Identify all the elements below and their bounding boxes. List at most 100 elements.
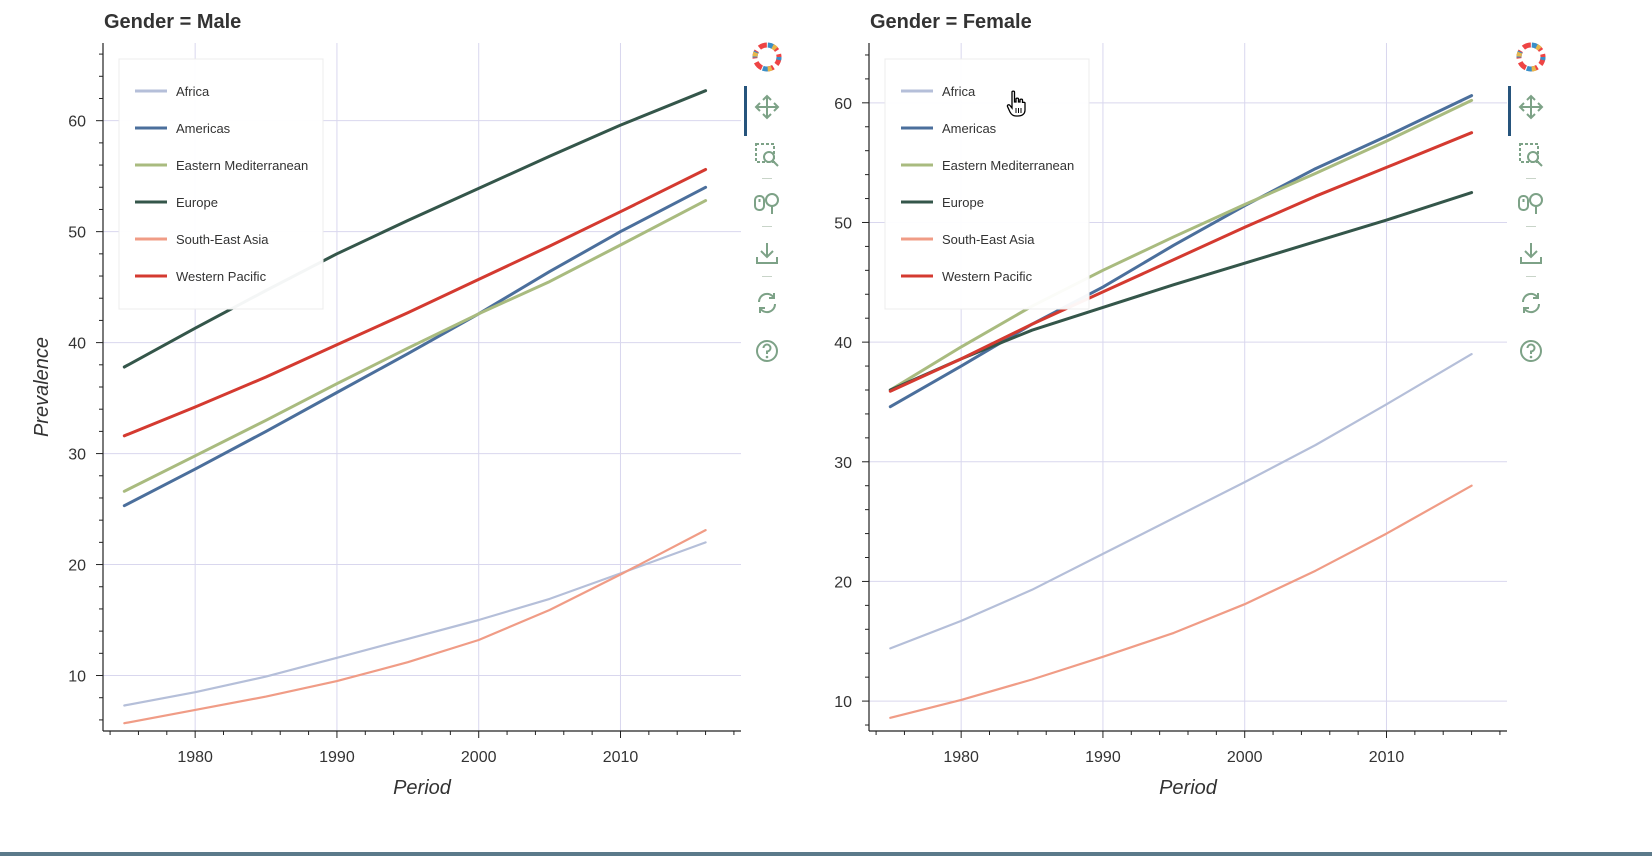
legend-item[interactable]: Africa <box>135 84 210 99</box>
help-tool-button[interactable] <box>1514 334 1548 368</box>
legend-item[interactable]: Eastern Mediterranean <box>901 158 1074 173</box>
chart-toolbar <box>1508 40 1554 420</box>
chart-plot-female[interactable]: 1980199020002010102030405060PeriodPreval… <box>826 0 1652 858</box>
wheel-zoom-tool-button[interactable] <box>1514 186 1548 220</box>
series-line-africa <box>889 353 1473 650</box>
x-tick-label: 2010 <box>1369 749 1405 766</box>
legend-label: Western Pacific <box>942 269 1033 284</box>
y-tick-label: 50 <box>68 225 86 242</box>
legend-label: Europe <box>176 195 218 210</box>
save-icon <box>754 240 780 266</box>
legend-label: Western Pacific <box>176 269 267 284</box>
legend-label: Americas <box>942 121 997 136</box>
x-tick-label: 2010 <box>603 749 639 766</box>
toolbar-separator <box>1526 226 1536 227</box>
series-line-south-east-asia <box>889 484 1473 719</box>
series-line-western-pacific <box>888 131 1474 393</box>
series-line-eastern-mediterranean <box>888 98 1474 392</box>
x-tick-label: 1990 <box>1085 749 1121 766</box>
legend-item[interactable]: South-East Asia <box>901 232 1035 247</box>
y-tick-label: 40 <box>68 336 86 353</box>
grid-lines <box>869 43 1507 731</box>
toolbar-separator <box>1526 178 1536 179</box>
window-bottom-border <box>0 852 1652 856</box>
chart-title: Gender = Male <box>104 11 242 33</box>
legend-label: Americas <box>176 121 231 136</box>
pan-tool-button[interactable] <box>750 90 784 124</box>
toolbar-separator <box>762 276 772 277</box>
legend-box <box>118 58 324 310</box>
legend-item[interactable]: Americas <box>135 121 231 136</box>
toolbar-separator <box>762 226 772 227</box>
reset-tool-button[interactable] <box>1514 286 1548 320</box>
series-group <box>122 89 708 725</box>
series-line-europe <box>122 89 708 369</box>
chart-toolbar <box>744 40 790 420</box>
save-tool-button[interactable] <box>1514 236 1548 270</box>
bokeh-logo-tool-button[interactable] <box>750 40 784 74</box>
box-zoom-icon <box>1518 142 1544 168</box>
wheel-zoom-icon <box>753 190 781 216</box>
legend-box <box>884 58 1090 310</box>
bokeh-logo-icon <box>1516 42 1546 72</box>
chart-panel-female: Gender = Female 1980 1990 2000 2010 10 20 30 40… <box>826 0 1652 858</box>
wheel-zoom-icon <box>1517 190 1545 216</box>
series-line-americas <box>122 185 708 508</box>
legend-item[interactable]: South-East Asia <box>135 232 269 247</box>
y-tick-label: 50 <box>834 215 852 232</box>
legend[interactable]: Africa Americas Eastern Mediterranean Europ… <box>118 58 324 310</box>
help-tool-button[interactable] <box>750 334 784 368</box>
chart-plot-male[interactable]: 1980 1990 2000 2010102030405060PeriodPreval… <box>0 0 826 858</box>
save-icon <box>1518 240 1544 266</box>
legend-item[interactable]: Western Pacific <box>135 269 267 284</box>
y-tick-label: 20 <box>68 558 86 575</box>
legend-item[interactable]: Americas <box>901 121 997 136</box>
bokeh-logo-tool-button[interactable] <box>1514 40 1548 74</box>
legend-item[interactable]: Africa <box>901 84 976 99</box>
toolbar-separator <box>762 178 772 179</box>
x-tick-label: 2000 <box>1227 749 1263 766</box>
series-line-eastern-mediterranean <box>122 199 708 493</box>
legend-item[interactable]: Eastern Mediterranean <box>135 158 308 173</box>
help-icon <box>754 338 780 364</box>
y-tick-label: 40 <box>834 335 852 352</box>
x-tick-label: 1980 <box>177 749 213 766</box>
x-axis-label: Period <box>393 777 452 799</box>
chart-panel-male: Gender = Male 1980 1990 2000 2010 10 20 30 40 50… <box>0 0 826 858</box>
reset-icon <box>1518 290 1544 316</box>
series-line-americas <box>888 94 1474 409</box>
legend-item[interactable]: Europe <box>135 195 218 210</box>
series-group <box>888 94 1474 719</box>
legend-item[interactable]: Europe <box>901 195 984 210</box>
series-line-africa <box>123 541 707 707</box>
chart-title: Gender = Female <box>870 11 1032 33</box>
series-line-europe <box>888 191 1474 392</box>
wheel-zoom-tool-button[interactable] <box>750 186 784 220</box>
legend-label: Africa <box>942 84 976 99</box>
legend-label: South-East Asia <box>942 232 1035 247</box>
series-line-south-east-asia <box>123 528 707 725</box>
save-tool-button[interactable] <box>750 236 784 270</box>
box-zoom-tool-button[interactable] <box>1514 138 1548 172</box>
bokeh-logo-icon <box>752 42 782 72</box>
x-tick-label: 2000 <box>461 749 497 766</box>
pan-tool-button[interactable] <box>1514 90 1548 124</box>
y-axis-label: Prevalence <box>31 337 53 437</box>
legend-label: Eastern Mediterranean <box>942 158 1074 173</box>
help-icon <box>1518 338 1544 364</box>
pan-icon <box>1518 94 1544 120</box>
y-tick-label: 60 <box>834 96 852 113</box>
y-tick-label: 60 <box>68 114 86 131</box>
legend-item[interactable]: Western Pacific <box>901 269 1033 284</box>
reset-tool-button[interactable] <box>750 286 784 320</box>
y-tick-label: 30 <box>834 455 852 472</box>
y-tick-label: 10 <box>834 694 852 711</box>
legend-label: Europe <box>942 195 984 210</box>
box-zoom-tool-button[interactable] <box>750 138 784 172</box>
active-tool-indicator <box>1508 86 1511 136</box>
series-line-western-pacific <box>122 168 708 438</box>
legend-label: Eastern Mediterranean <box>176 158 308 173</box>
legend[interactable]: Africa Americas Eastern Mediterranean Europ… <box>884 58 1090 310</box>
x-axis-label: Period <box>1159 777 1218 799</box>
x-tick-label: 1980 <box>943 749 979 766</box>
